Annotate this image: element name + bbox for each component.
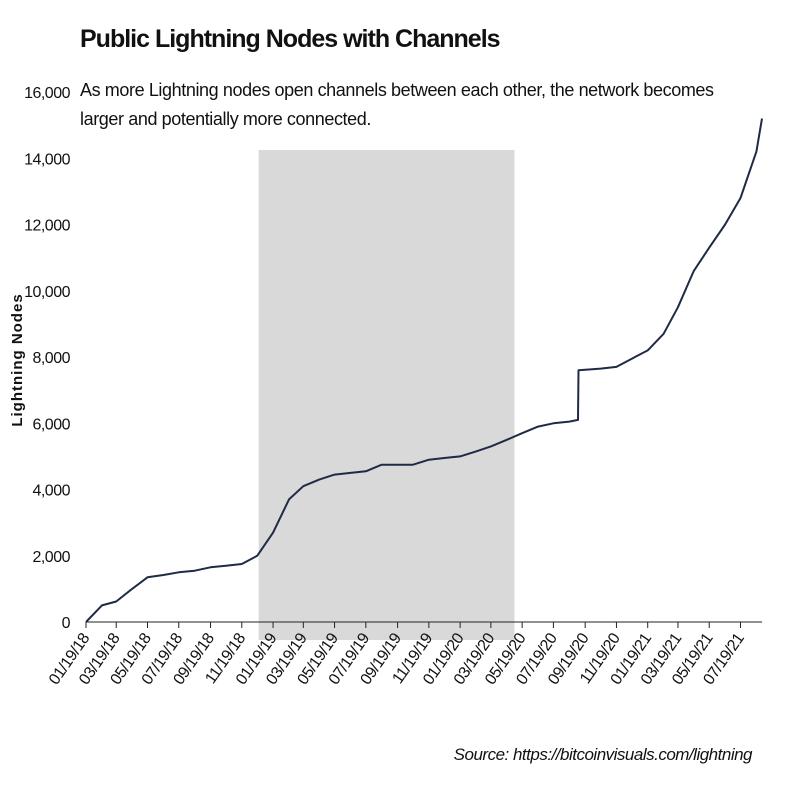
y-tick-label: 2,000: [32, 549, 70, 566]
y-tick-label: 6,000: [32, 416, 70, 433]
y-tick-label: 4,000: [32, 483, 70, 500]
y-tick-label: 14,000: [24, 151, 71, 168]
y-axis-title: Lightning Nodes: [9, 293, 26, 426]
data-line: [85, 118, 763, 623]
y-tick-label: 8,000: [32, 350, 70, 367]
chart-title: Public Lightning Nodes with Channels: [80, 25, 500, 53]
y-tick-label: 0: [62, 615, 71, 632]
y-tick-label: 12,000: [24, 218, 71, 235]
source-note: Source: https://bitcoinvisuals.com/light…: [454, 745, 753, 764]
y-tick-label: 10,000: [24, 284, 71, 301]
y-tick-label: 16,000: [24, 85, 71, 102]
shaded-period: [258, 150, 515, 640]
subtitle-box: As more Lightning nodes open channels be…: [80, 80, 714, 129]
chart-subtitle: As more Lightning nodes open channels be…: [80, 80, 714, 129]
